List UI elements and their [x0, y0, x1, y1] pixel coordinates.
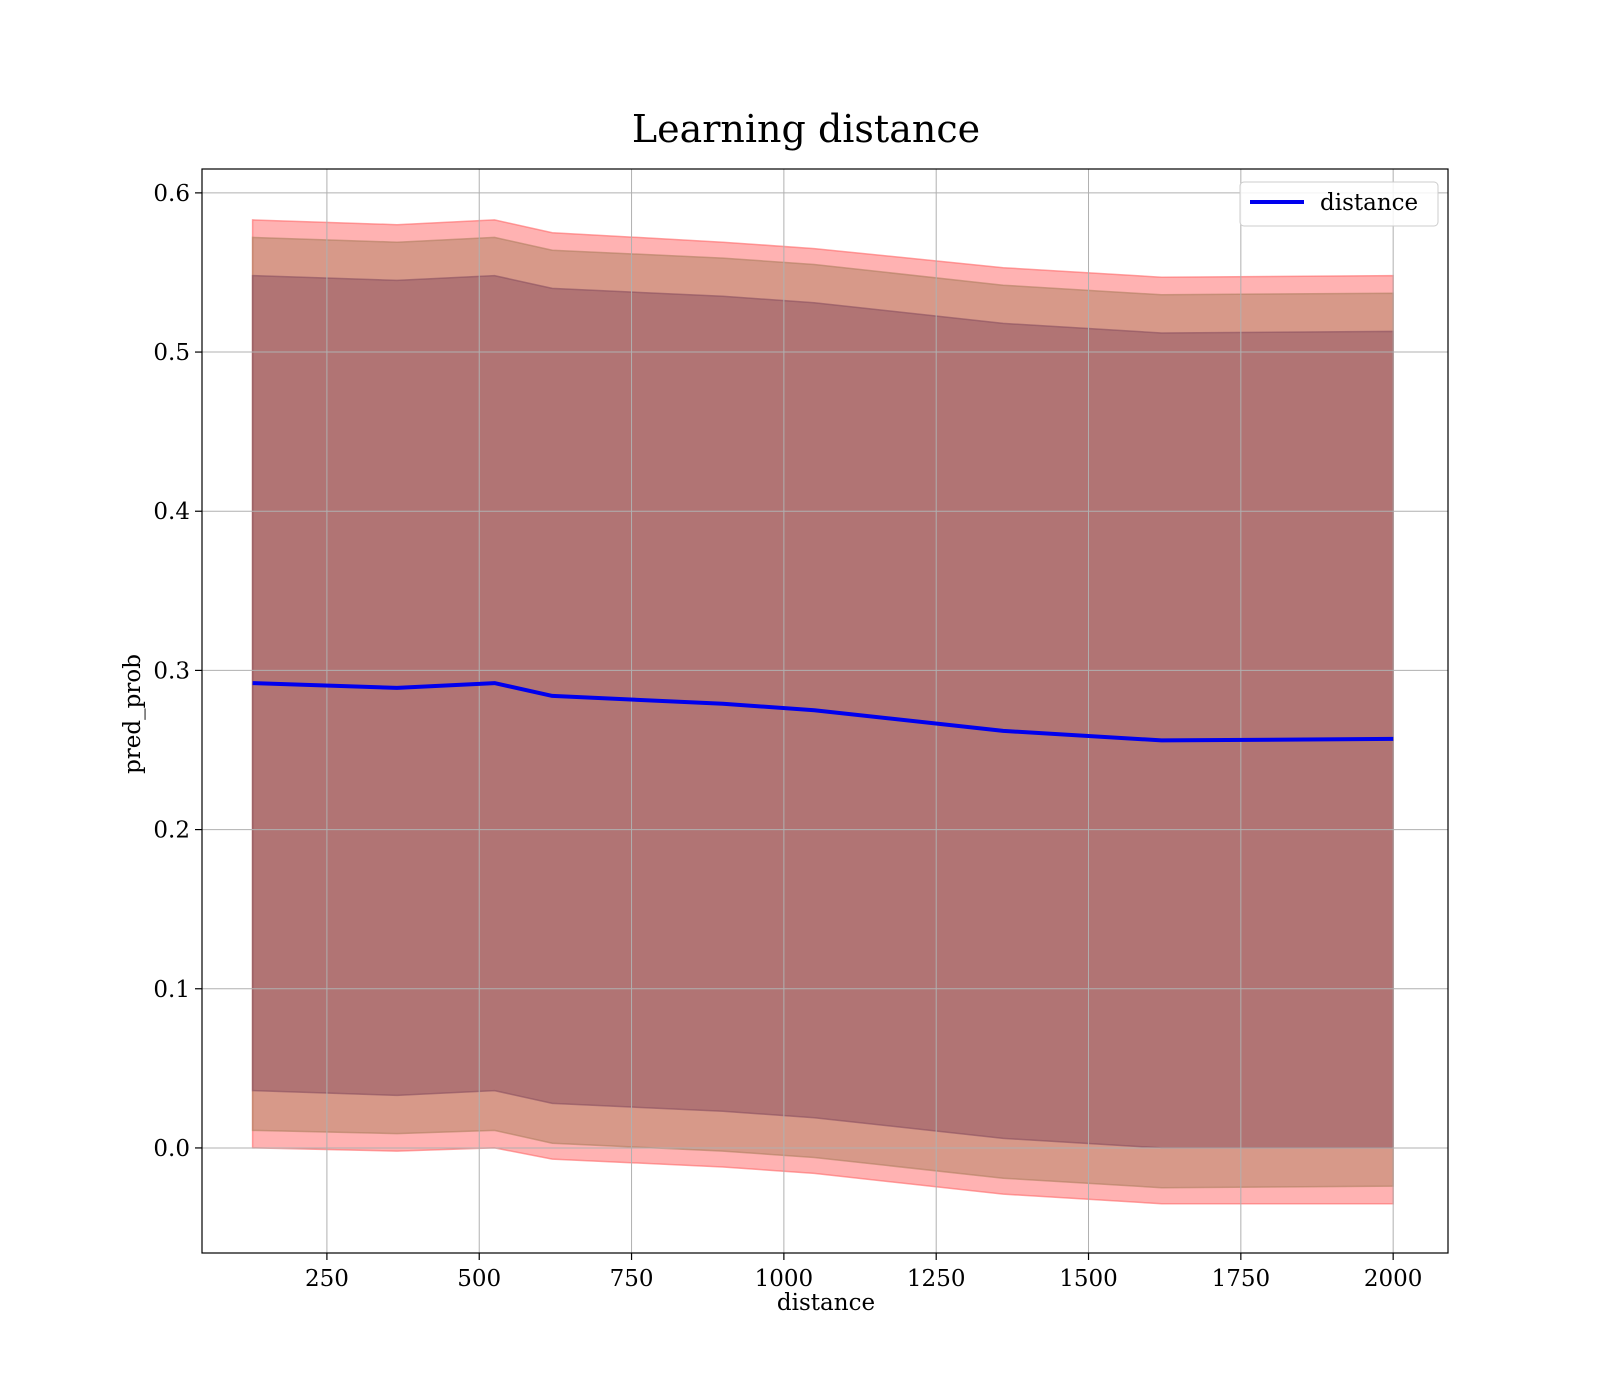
x-tick-label: 1500 — [1059, 1266, 1118, 1292]
y-tick-label: 0.1 — [153, 977, 190, 1003]
y-tick-label: 0.2 — [153, 818, 190, 844]
series-line-distance — [252, 681, 1394, 743]
y-tick-label: 0.6 — [153, 181, 190, 207]
x-tick-label: 250 — [305, 1266, 349, 1292]
x-tick-label: 2000 — [1364, 1266, 1423, 1292]
y-tick-label: 0.5 — [153, 340, 190, 366]
series-lines — [252, 681, 1394, 743]
x-axis-ticks: 250 500 750 1000 1250 1500 1750 2000 — [305, 1253, 1422, 1292]
x-tick-label: 1750 — [1212, 1266, 1271, 1292]
y-tick-label: 0.0 — [153, 1136, 190, 1162]
x-tick-label: 1250 — [907, 1266, 966, 1292]
y-tick-label: 0.4 — [153, 499, 190, 525]
y-axis-label: pred_prob — [120, 654, 146, 774]
x-tick-label: 1000 — [755, 1266, 814, 1292]
y-tick-label: 0.3 — [153, 658, 190, 684]
y-axis-ticks: 0.0 0.1 0.2 0.3 0.4 0.5 0.6 — [153, 181, 202, 1162]
chart-title: Learning distance — [632, 107, 980, 151]
legend-entry-distance: distance — [1320, 190, 1418, 216]
x-axis-label: distance — [777, 1290, 875, 1316]
plot-frame — [201, 168, 1449, 1254]
legend-box — [1239, 181, 1439, 227]
x-tick-label: 750 — [610, 1266, 654, 1292]
legend: distance — [1239, 181, 1439, 227]
x-tick-label: 500 — [457, 1266, 501, 1292]
